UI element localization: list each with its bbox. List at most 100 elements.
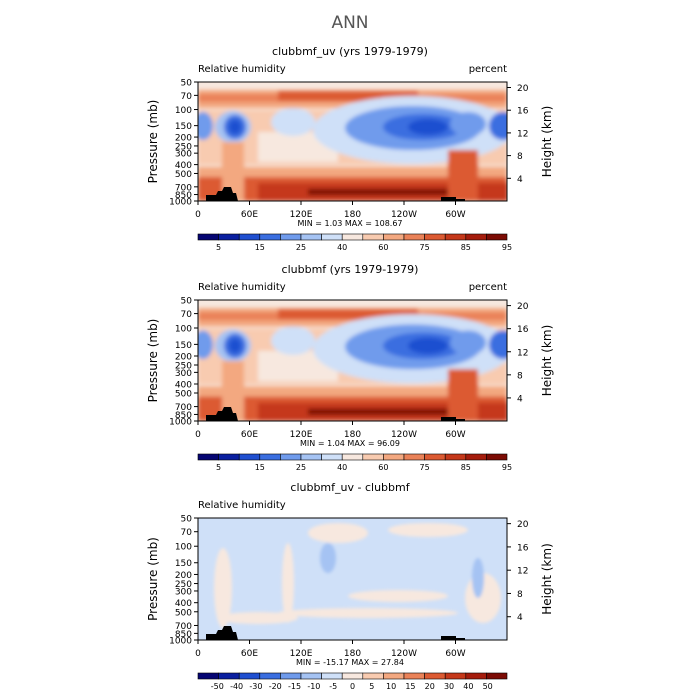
y2-tick-label: 20	[517, 84, 529, 94]
colorbar-label: 0	[350, 682, 355, 691]
colorbar-label: -50	[211, 682, 224, 691]
y2-tick-label: 4	[517, 394, 523, 404]
colorbar-cell	[486, 233, 508, 241]
y-tick-label: 250	[175, 580, 192, 590]
y-axis-title: Pressure (mb)	[146, 100, 160, 184]
dry-zone-4	[450, 112, 486, 136]
x-tick-label: 180	[344, 649, 361, 659]
diff-pos-1	[214, 548, 232, 628]
page-title: ANN	[331, 13, 368, 33]
colorbar-cell	[424, 672, 446, 680]
y2-tick-label: 8	[517, 371, 523, 381]
bl-moist-max	[308, 408, 478, 415]
y-tick-label: 150	[175, 559, 192, 569]
panel-1: clubbmf_uv (yrs 1979-1979) Relative humid…	[146, 45, 554, 252]
colorbar-cell	[238, 453, 261, 461]
terrain	[206, 187, 465, 201]
terrain	[206, 626, 465, 640]
colorbar-cell	[197, 453, 219, 461]
y2-tick-label: 8	[517, 152, 523, 162]
y2-axis-title: Height (km)	[540, 325, 554, 396]
y2-tick-label: 4	[517, 613, 523, 623]
y2-tick-label: 12	[517, 129, 528, 139]
colorbar-label: 40	[463, 682, 473, 691]
bl-moist-max	[308, 189, 478, 195]
colorbar-label: 50	[483, 682, 493, 691]
upper-moist-max	[278, 309, 418, 320]
colorbar-cell	[341, 453, 364, 461]
y-tick-label: 1000	[169, 418, 192, 428]
diff-pos-4	[388, 523, 468, 537]
y-tick-label: 500	[175, 390, 192, 400]
panel-title: clubbmf_uv - clubbmf	[290, 481, 410, 494]
colorbar-cell	[444, 672, 467, 680]
colorbar-label: -5	[329, 682, 337, 691]
y-tick-label: 850	[175, 411, 192, 421]
colorbar-cell	[259, 233, 281, 241]
colorbar-cell	[259, 672, 281, 680]
y-tick-label: 200	[175, 352, 192, 362]
colorbar-cell	[300, 453, 322, 461]
y-tick-label: 50	[181, 79, 193, 89]
x-tick-label: 0	[195, 210, 201, 220]
y-tick-label: 250	[175, 362, 192, 372]
diff-pos-8	[218, 612, 298, 624]
heatmap-field	[198, 82, 507, 201]
panel-right-label: percent	[469, 64, 507, 75]
diff-blobs	[214, 523, 501, 628]
stats-text: MIN = 1.04 MAX = 96.09	[300, 439, 400, 448]
panel-left-label: Relative humidity	[198, 500, 286, 511]
colorbar-label: 25	[296, 243, 306, 252]
panel-right-label: percent	[469, 282, 507, 293]
y-tick-label: 500	[175, 608, 192, 618]
field-blobs	[198, 90, 507, 201]
y-tick-label: 700	[175, 183, 192, 193]
y-tick-label: 700	[175, 622, 192, 632]
panel-left-label: Relative humidity	[198, 64, 286, 75]
diff-pos-5	[278, 608, 458, 618]
x-tick-label: 60E	[241, 210, 258, 220]
y-tick-label: 700	[175, 403, 192, 413]
panel-title: clubbmf (yrs 1979-1979)	[282, 263, 419, 276]
colorbar-cell	[444, 453, 467, 461]
x-tick-label: 60E	[241, 430, 258, 440]
land-plume-2	[448, 369, 478, 421]
x-tick-label: 0	[195, 649, 201, 659]
colorbar-cell	[321, 672, 343, 680]
y2-tick-label: 20	[517, 302, 529, 312]
y2-axis-title: Height (km)	[540, 106, 554, 177]
colorbar-label: 60	[378, 463, 388, 472]
y-tick-label: 300	[175, 587, 192, 597]
dry-zone-5	[489, 112, 507, 140]
heatmap-field	[198, 518, 507, 640]
y-tick-label: 100	[175, 106, 192, 116]
panel-title: clubbmf_uv (yrs 1979-1979)	[272, 45, 428, 58]
y-tick-label: 1000	[169, 198, 192, 208]
colorbar-cell	[341, 672, 364, 680]
colorbar-cell	[218, 233, 240, 241]
x-tick-label: 120E	[290, 430, 313, 440]
land-plume-1	[222, 142, 244, 201]
field-blobs	[198, 308, 507, 421]
colorbar-cell	[259, 453, 281, 461]
colorbar-label: 75	[420, 463, 430, 472]
y2-tick-label: 12	[517, 567, 528, 577]
x-tick-label: 120W	[391, 210, 417, 220]
colorbar-cell	[486, 453, 508, 461]
colorbar-label: 10	[386, 682, 396, 691]
x-tick-label: 180	[344, 210, 361, 220]
colorbar-cell	[465, 672, 487, 680]
dry-zone-2-center	[408, 337, 448, 354]
stats-text: MIN = -15.17 MAX = 27.84	[296, 658, 404, 667]
y-tick-label: 100	[175, 324, 192, 334]
colorbar-cell	[300, 233, 322, 241]
y-tick-label: 70	[181, 528, 193, 538]
x-tick-label: 120E	[290, 649, 313, 659]
y-axis-title: Pressure (mb)	[146, 537, 160, 621]
dry-zone-1-center	[229, 338, 241, 353]
terrain	[206, 407, 465, 421]
colorbar-label: 15	[405, 682, 415, 691]
colorbar-label: 20	[425, 682, 435, 691]
panel-3: clubbmf_uv - clubbmf Relative humidity 0 60…	[146, 481, 554, 691]
